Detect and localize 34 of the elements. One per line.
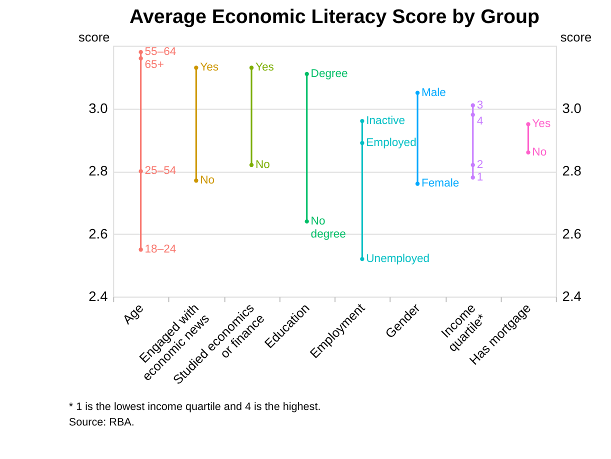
y-tick-label: 2.8: [88, 164, 108, 179]
annotation: Degree: [310, 68, 348, 80]
chart-title: Average Economic Literacy Score by Group: [130, 6, 540, 28]
source-note: Source: RBA.: [68, 416, 134, 429]
annotation: No: [255, 158, 270, 171]
y2-axis-title: score: [560, 29, 592, 44]
annotation: Employed: [366, 136, 416, 149]
y-tick-label: 3.0: [88, 100, 108, 116]
annotation: Male: [421, 86, 446, 99]
annotation: Unemployed: [366, 253, 430, 266]
annotation: No degree: [310, 215, 346, 241]
annotation: Yes: [255, 62, 274, 74]
annotation: 1: [476, 171, 484, 184]
annotation: No: [200, 174, 215, 187]
y2-tick-label: 2.4: [562, 289, 582, 304]
annotation: Yes: [532, 118, 551, 130]
annotation: Yes: [200, 62, 219, 74]
annotation: No: [532, 146, 547, 158]
annotation: 3: [476, 99, 484, 112]
annotation: 65+: [144, 59, 164, 72]
y2-tick-label: 2.6: [562, 226, 582, 242]
y-tick-label: 2.6: [88, 226, 108, 242]
annotation: Female: [421, 178, 460, 190]
annotation: 18–24: [144, 244, 176, 256]
y2-tick-label: 3.0: [562, 100, 582, 116]
annotation: 2: [476, 158, 484, 171]
y-axis-title: score: [78, 29, 110, 44]
annotation: 4: [476, 116, 484, 128]
annotation: 25–54: [144, 165, 176, 178]
y-tick-label: 2.4: [88, 289, 108, 304]
y2-tick-label: 2.8: [562, 164, 582, 179]
text: * 1 is the lowest income quartile and 4 is the highest.: [68, 400, 321, 413]
annotation: 55–64: [144, 46, 176, 58]
annotation: Inactive: [366, 115, 406, 128]
